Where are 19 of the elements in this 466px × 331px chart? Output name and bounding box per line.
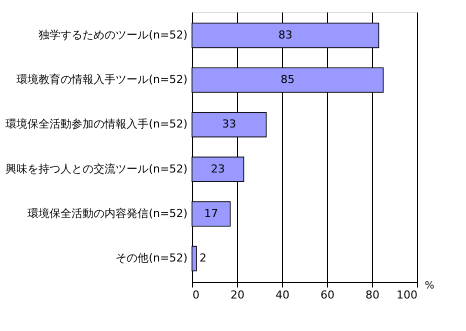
y-tick-label: その他(n=52) bbox=[116, 252, 188, 265]
x-axis-title: % bbox=[424, 280, 434, 292]
x-tick-label: 20 bbox=[230, 288, 244, 302]
data-label: 17 bbox=[204, 206, 218, 220]
x-tick-label: 100 bbox=[396, 288, 418, 302]
y-tick-label: 独学するためのツール(n=52) bbox=[38, 28, 188, 42]
x-tick-label: 60 bbox=[320, 288, 334, 302]
x-tick-label: 0 bbox=[192, 288, 200, 302]
y-tick-label: 環境保全活動参加の情報入手(n=52) bbox=[6, 118, 188, 131]
data-label: 2 bbox=[200, 252, 206, 265]
x-tick-label: 40 bbox=[276, 288, 290, 302]
y-tick-label: 環境保全活動の内容発信(n=52) bbox=[28, 206, 188, 220]
data-label: 23 bbox=[210, 162, 225, 176]
data-label: 33 bbox=[222, 118, 236, 131]
y-tick-label: 興味を持つ人との交流ツール(n=52) bbox=[6, 162, 188, 176]
data-label: 85 bbox=[280, 73, 295, 86]
y-tick-label: 環境教育の情報入手ツール(n=52) bbox=[16, 73, 188, 86]
data-label: 83 bbox=[278, 28, 292, 42]
x-tick-label: 80 bbox=[366, 288, 380, 302]
